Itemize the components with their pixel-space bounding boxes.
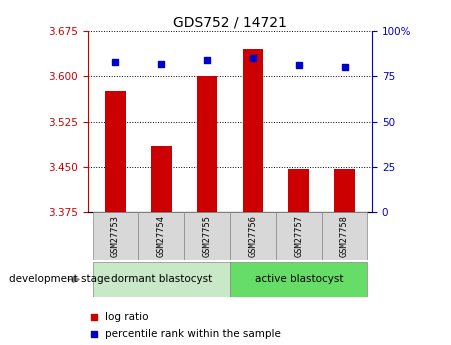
Bar xyxy=(334,169,355,212)
Text: GSM27753: GSM27753 xyxy=(111,215,120,257)
Text: GSM27755: GSM27755 xyxy=(202,215,212,257)
Text: GSM27758: GSM27758 xyxy=(340,215,349,257)
Point xyxy=(341,65,348,70)
Text: GSM27757: GSM27757 xyxy=(294,215,303,257)
Point xyxy=(295,63,302,68)
Bar xyxy=(243,49,263,212)
Text: log ratio: log ratio xyxy=(105,312,148,322)
Point xyxy=(203,57,211,63)
Point xyxy=(90,314,97,319)
Title: GDS752 / 14721: GDS752 / 14721 xyxy=(173,16,287,30)
Text: percentile rank within the sample: percentile rank within the sample xyxy=(105,329,281,339)
Bar xyxy=(197,76,217,212)
FancyBboxPatch shape xyxy=(92,212,138,260)
Bar xyxy=(105,91,126,212)
FancyBboxPatch shape xyxy=(322,212,368,260)
Text: dormant blastocyst: dormant blastocyst xyxy=(110,275,212,284)
Bar xyxy=(289,169,309,212)
FancyBboxPatch shape xyxy=(230,262,368,297)
FancyBboxPatch shape xyxy=(184,212,230,260)
FancyBboxPatch shape xyxy=(276,212,322,260)
Point xyxy=(158,61,165,66)
Bar xyxy=(151,146,171,212)
Point xyxy=(90,331,97,337)
Point xyxy=(249,56,257,61)
Text: GSM27756: GSM27756 xyxy=(249,215,258,257)
Text: development stage: development stage xyxy=(9,275,110,284)
Text: active blastocyst: active blastocyst xyxy=(254,275,343,284)
FancyBboxPatch shape xyxy=(92,262,230,297)
FancyBboxPatch shape xyxy=(230,212,276,260)
Text: GSM27754: GSM27754 xyxy=(157,215,166,257)
Point xyxy=(112,59,119,65)
FancyBboxPatch shape xyxy=(138,212,184,260)
